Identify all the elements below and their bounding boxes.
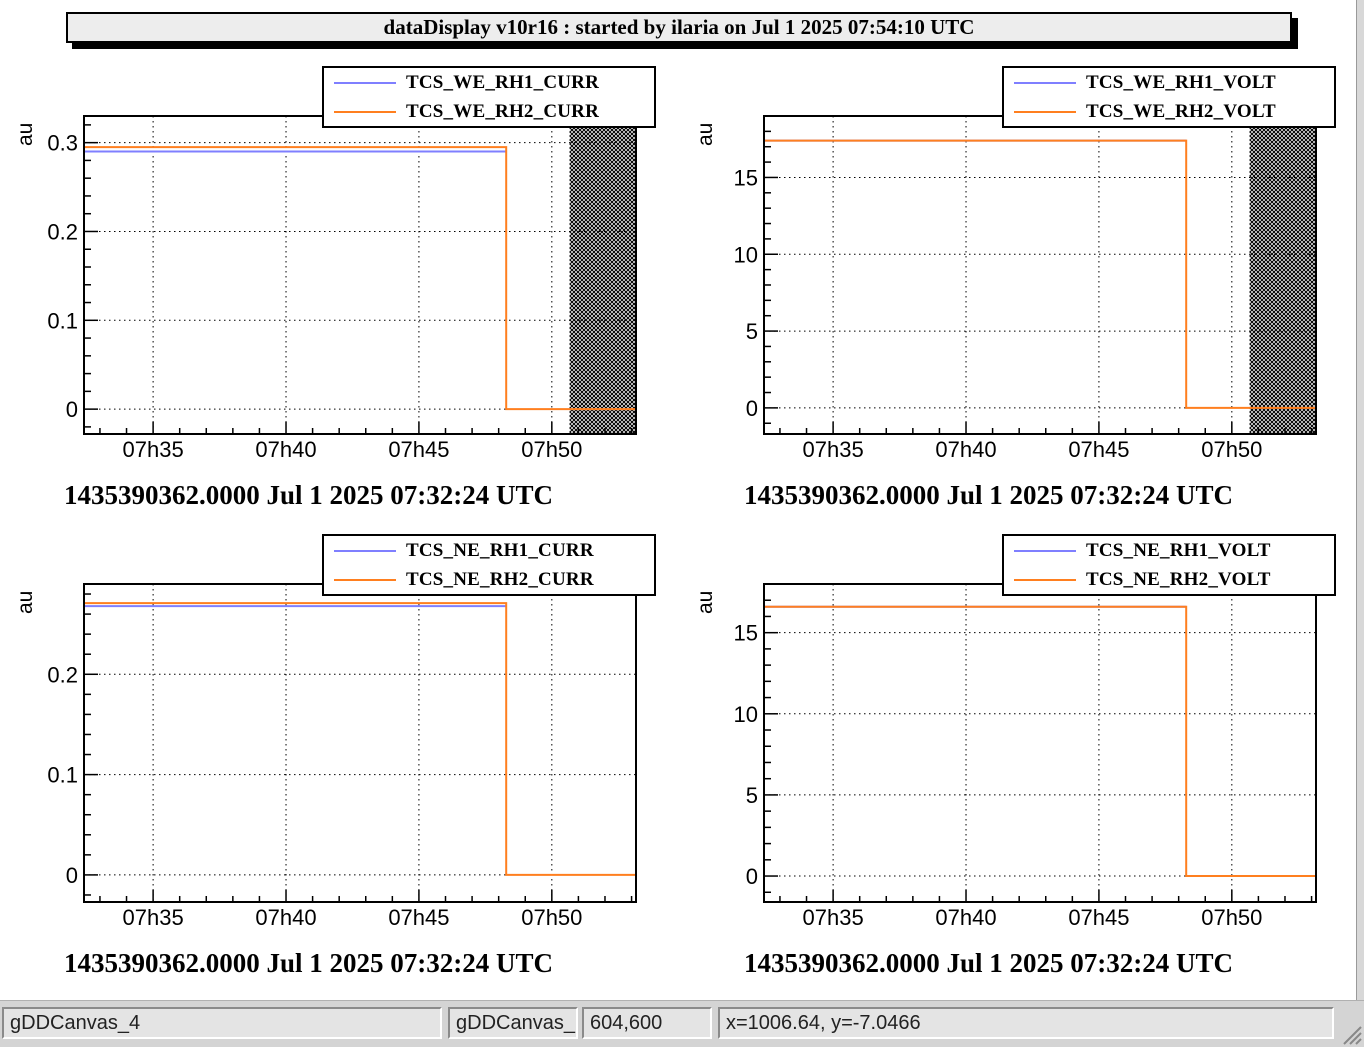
legend-entry: TCS_NE_RH1_VOLT xyxy=(1014,538,1271,564)
shaded-region xyxy=(1249,116,1316,434)
legend-entry: TCS_WE_RH2_VOLT xyxy=(1014,99,1276,125)
y-tick-label: 10 xyxy=(734,242,758,267)
legend-swatch xyxy=(1014,111,1076,113)
plot-frame xyxy=(83,583,637,903)
legend-entry: TCS_WE_RH1_VOLT xyxy=(1014,70,1276,96)
legend-entry: TCS_NE_RH2_VOLT xyxy=(1014,567,1271,593)
legend[interactable]: TCS_WE_RH1_CURR TCS_WE_RH2_CURR xyxy=(322,66,656,128)
legend-label: TCS_WE_RH2_VOLT xyxy=(1086,101,1276,122)
plot-frame xyxy=(763,115,1317,435)
legend[interactable]: TCS_WE_RH1_VOLT TCS_WE_RH2_VOLT xyxy=(1002,66,1336,128)
legend-label: TCS_WE_RH1_CURR xyxy=(406,72,600,93)
grid xyxy=(764,584,1316,902)
y-tick-label: 0 xyxy=(66,397,78,422)
legend-label: TCS_WE_RH2_CURR xyxy=(406,101,600,122)
status-canvas-name: gDDCanvas_4 xyxy=(2,1007,442,1039)
vertical-scrollbar[interactable] xyxy=(1356,0,1364,1000)
y-axis-label: au xyxy=(694,590,717,614)
y-tick-label: 5 xyxy=(746,783,758,808)
status-coords: x=1006.64, y=-7.0466 xyxy=(718,1007,1334,1039)
legend-label: TCS_WE_RH1_VOLT xyxy=(1086,72,1276,93)
series-line-tcs-we-rh2-volt xyxy=(763,139,1316,409)
x-tick-label: 07h50 xyxy=(521,437,582,462)
legend-entry: TCS_WE_RH1_CURR xyxy=(334,70,599,96)
x-tick-label: 07h35 xyxy=(803,905,864,930)
x-tick-label: 07h40 xyxy=(255,905,316,930)
x-axis-caption: 1435390362.0000 Jul 1 2025 07:32:24 UTC xyxy=(744,948,1234,978)
y-tick-label: 0 xyxy=(746,864,758,889)
plot-frame xyxy=(83,115,637,435)
chart-svg: 07h35 07h40 07h45 07h50 0 0.1 0.2 xyxy=(47,583,637,930)
plot-pad-we-curr[interactable]: 07h35 07h40 07h45 07h50 0 0.1 0.2 0.3 au 14353903… xyxy=(0,62,682,530)
title-text: dataDisplay v10r16 : started by ilaria o… xyxy=(66,12,1292,43)
y-tick-label: 0.1 xyxy=(47,308,78,333)
plot-frame xyxy=(763,583,1317,903)
x-tick-label: 07h45 xyxy=(1068,437,1129,462)
y-tick-label: 5 xyxy=(746,319,758,344)
x-axis-caption: 1435390362.0000 Jul 1 2025 07:32:24 UTC xyxy=(64,480,554,510)
y-axis-label: au xyxy=(14,122,37,146)
shaded-region xyxy=(569,116,636,434)
y-tick-label: 0.2 xyxy=(47,219,78,244)
x-tick-label: 07h40 xyxy=(935,437,996,462)
plot-pad-ne-curr[interactable]: 07h35 07h40 07h45 07h50 0 0.1 0.2 au 1435390362.… xyxy=(0,530,682,998)
x-tick-label: 07h50 xyxy=(1201,437,1262,462)
legend-swatch xyxy=(334,82,396,84)
legend-entry: TCS_NE_RH2_CURR xyxy=(334,567,594,593)
canvas-title: dataDisplay v10r16 : started by ilaria o… xyxy=(66,12,1298,49)
status-object-name: gDDCanvas_ xyxy=(448,1007,578,1039)
series-line-tcs-ne-rh2-curr xyxy=(83,602,636,876)
legend-entry: TCS_WE_RH2_CURR xyxy=(334,99,599,125)
x-tick-label: 07h45 xyxy=(388,905,449,930)
series-line-tcs-we-rh2-curr xyxy=(83,146,636,411)
legend[interactable]: TCS_NE_RH1_VOLT TCS_NE_RH2_VOLT xyxy=(1002,534,1336,596)
y-axis-label: au xyxy=(14,590,37,614)
y-tick-label: 15 xyxy=(734,165,758,190)
y-tick-label: 0 xyxy=(66,863,78,888)
status-bar: gDDCanvas_4 gDDCanvas_ 604,600 x=1006.64… xyxy=(0,1000,1364,1047)
status-size: 604,600 xyxy=(582,1007,712,1039)
grid xyxy=(764,116,1316,434)
plot-pad-we-volt[interactable]: 07h35 07h40 07h45 07h50 0 5 10 15 au 1435390362.0… xyxy=(680,62,1362,530)
x-tick-label: 07h35 xyxy=(123,905,184,930)
y-tick-label: 0 xyxy=(746,396,758,421)
x-tick-label: 07h45 xyxy=(388,437,449,462)
x-tick-label: 07h40 xyxy=(935,905,996,930)
legend-swatch xyxy=(334,111,396,113)
x-tick-label: 07h35 xyxy=(803,437,864,462)
x-tick-label: 07h50 xyxy=(1201,905,1262,930)
legend-swatch xyxy=(1014,82,1076,84)
legend-label: TCS_NE_RH1_CURR xyxy=(406,540,594,561)
grid xyxy=(84,116,636,434)
legend-label: TCS_NE_RH2_VOLT xyxy=(1086,569,1271,590)
series-line-tcs-ne-rh2-volt xyxy=(763,605,1316,877)
y-axis-label: au xyxy=(694,122,717,146)
x-tick-label: 07h45 xyxy=(1068,905,1129,930)
chart-svg: 07h35 07h40 07h45 07h50 0 0.1 0.2 0.3 xyxy=(47,115,637,462)
resize-grip-icon[interactable] xyxy=(1340,1023,1362,1045)
legend-swatch xyxy=(334,550,396,552)
y-tick-label: 15 xyxy=(734,621,758,646)
legend-swatch xyxy=(1014,550,1076,552)
plot-pad-ne-volt[interactable]: 07h35 07h40 07h45 07h50 0 5 10 15 au 1435390362.0… xyxy=(680,530,1362,998)
x-axis-caption: 1435390362.0000 Jul 1 2025 07:32:24 UTC xyxy=(64,948,554,978)
y-tick-label: 0.1 xyxy=(47,763,78,788)
chart-svg: 07h35 07h40 07h45 07h50 0 5 10 15 xyxy=(734,115,1317,462)
y-tick-label: 0.3 xyxy=(47,131,78,156)
legend-swatch xyxy=(334,579,396,581)
grid xyxy=(84,584,636,902)
y-tick-label: 10 xyxy=(734,702,758,727)
x-axis-caption: 1435390362.0000 Jul 1 2025 07:32:24 UTC xyxy=(744,480,1234,510)
y-tick-label: 0.2 xyxy=(47,662,78,687)
legend-entry: TCS_NE_RH1_CURR xyxy=(334,538,594,564)
legend[interactable]: TCS_NE_RH1_CURR TCS_NE_RH2_CURR xyxy=(322,534,656,596)
legend-label: TCS_NE_RH2_CURR xyxy=(406,569,594,590)
legend-label: TCS_NE_RH1_VOLT xyxy=(1086,540,1271,561)
legend-swatch xyxy=(1014,579,1076,581)
chart-svg: 07h35 07h40 07h45 07h50 0 5 10 15 xyxy=(734,583,1317,930)
x-tick-label: 07h50 xyxy=(521,905,582,930)
x-tick-label: 07h35 xyxy=(123,437,184,462)
x-tick-label: 07h40 xyxy=(255,437,316,462)
